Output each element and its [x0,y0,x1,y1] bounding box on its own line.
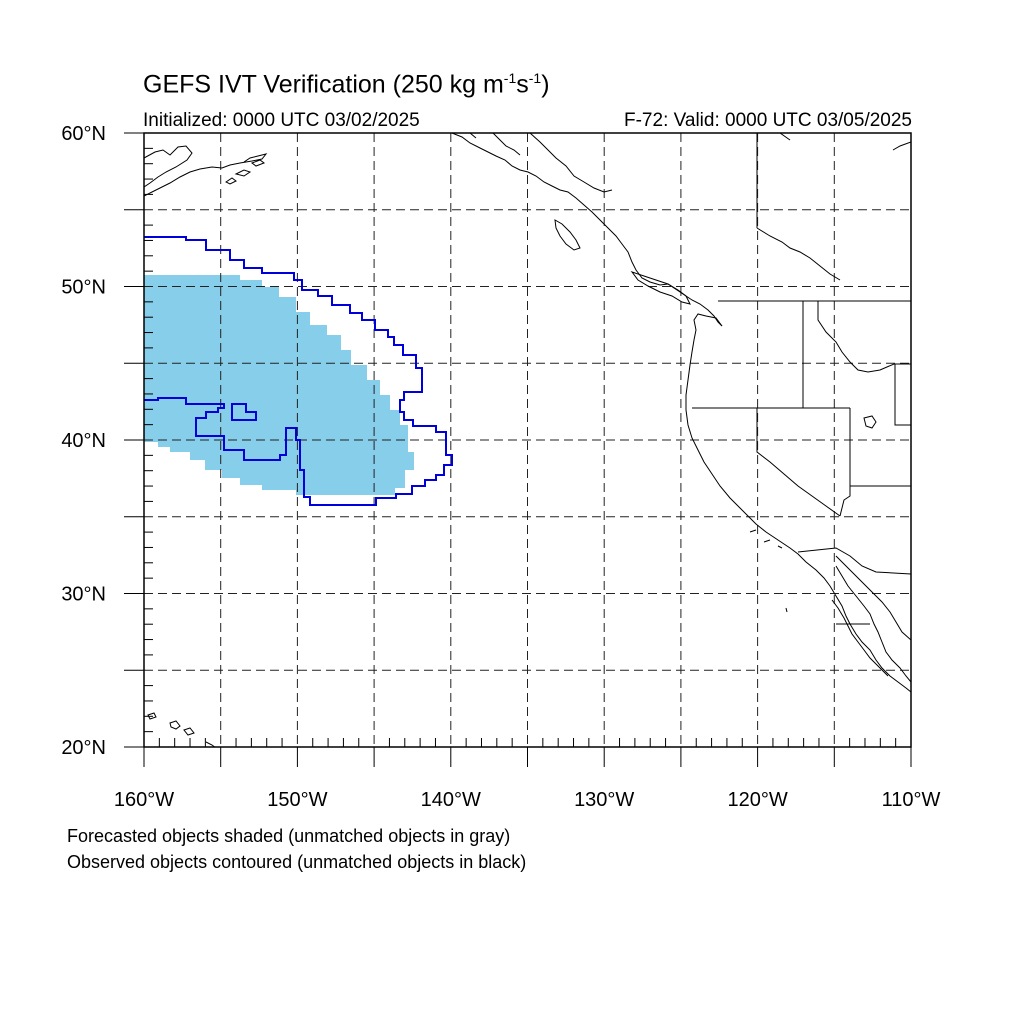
lat-tick-label: 40°N [61,430,106,452]
lon-tick-label: 160°W [114,789,174,811]
lat-tick-label: 30°N [61,584,106,606]
alaska-coastline [144,145,268,197]
lon-tick-label: 150°W [267,789,327,811]
axis-ticks [124,132,912,767]
initialized-time: Initialized: 0000 UTC 03/02/2025 [143,110,420,131]
observed-object-contour [144,236,453,506]
northwest-coast-edge [756,227,841,281]
great-salt-lake [863,415,877,429]
haida-gwaii-island [554,219,581,251]
lon-tick-label: 130°W [574,789,634,811]
lon-tick-label: 140°W [421,789,481,811]
state-borders [692,301,911,625]
lon-tick-label: 120°W [727,789,787,811]
alaska-islands [225,169,252,185]
baja-gulf-coast [831,599,889,677]
axis-labels: 60°N 50°N 40°N 30°N 20°N 160°W 150°W 140°W 130°W… [61,123,940,811]
lat-tick-label: 20°N [61,737,106,759]
lat-tick-label: 60°N [61,123,106,145]
bc-coastline [451,133,911,327]
lat-lon-grid [144,133,911,747]
us-west-coastline [685,313,911,693]
hawaii-islands [147,712,216,747]
map-title: GEFS IVT Verification (250 kg m-1s-1) [143,70,550,99]
valid-time: F-72: Valid: 0000 UTC 03/05/2025 [624,110,912,131]
lon-tick-label: 110°W [882,789,941,811]
observed-note: Observed objects contoured (unmatched ob… [67,852,527,872]
channel-islands [749,529,788,613]
lat-tick-label: 50°N [61,277,106,299]
forecast-note: Forecasted objects shaded (unmatched obj… [67,826,511,846]
vancouver-island [630,271,691,305]
forecast-object [144,275,414,495]
